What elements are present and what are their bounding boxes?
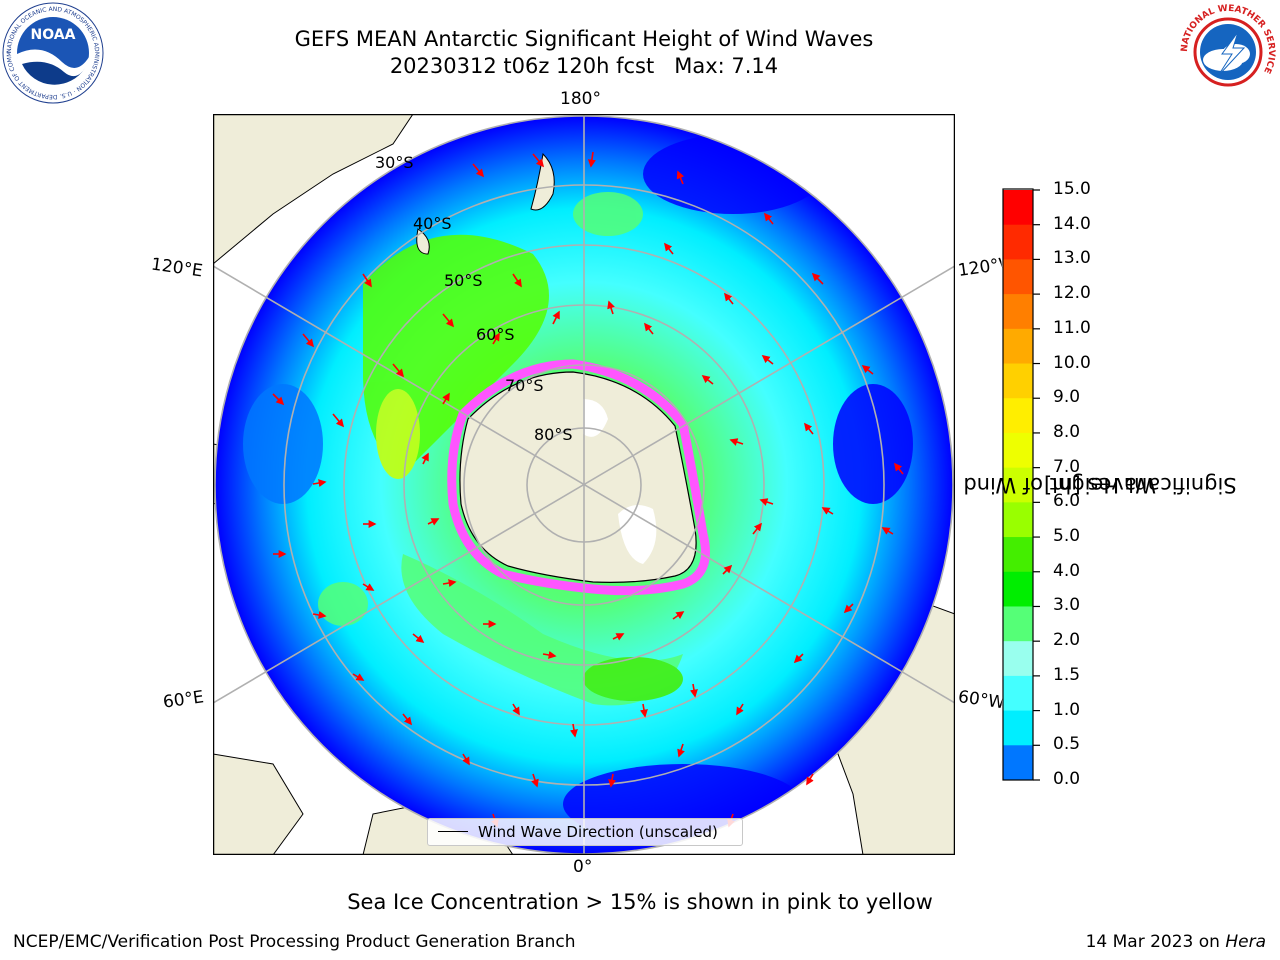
colorbar-band: [1003, 363, 1033, 399]
colorbar-band: [1003, 398, 1033, 434]
colorbar-tick-label: 13.0: [1053, 248, 1091, 269]
legend-line-swatch: [438, 831, 468, 832]
tasmania: [416, 228, 430, 255]
colorbar-band: [1003, 467, 1033, 503]
colorbar-tick-label: 8.0: [1053, 421, 1081, 442]
title-line-2: 20230312 t06z 120h fcst Max: 7.14: [389, 54, 779, 78]
colorbar-band: [1003, 224, 1033, 260]
colorbar-band: [1003, 190, 1033, 226]
colorbar-band: [1003, 571, 1033, 607]
lat-label-70s: 70°S: [505, 376, 544, 395]
noaa-logo-text: NOAA: [31, 27, 76, 43]
colorbar-tick-label: 7.0: [1053, 456, 1081, 477]
credit-date: 14 Mar 2023 on: [1085, 932, 1226, 952]
colorbar-tick-label: 3.0: [1053, 595, 1081, 616]
sea-ice-edge: [447, 359, 710, 596]
lat-label-30s: 30°S: [375, 153, 414, 172]
colorbar-band: [1003, 606, 1033, 642]
colorbar-band: [1003, 745, 1033, 781]
lon-label-120e: 120°E: [149, 254, 204, 282]
new-zealand: [530, 152, 555, 211]
colorbar-tick-label: 15.0: [1053, 179, 1091, 199]
lat-label-60s: 60°S: [476, 325, 515, 344]
colorbar-band: [1003, 710, 1033, 746]
colorbar-band: [1003, 641, 1033, 677]
colorbar-tick-label: 10.0: [1053, 352, 1091, 373]
ice-shelf-ross: [583, 399, 608, 437]
colorbar-band: [1003, 328, 1033, 365]
nws-logo: NATIONAL WEATHER SERVICE: [1180, 4, 1276, 100]
lon-label-120w: 120°W: [956, 255, 1004, 281]
credit-machine: Hera: [1225, 932, 1266, 952]
colorbar-tick-label: 14.0: [1053, 213, 1091, 234]
lon-label-60e: 60°E: [161, 687, 206, 713]
colorbar-band: [1003, 259, 1033, 295]
lon-label-180: 180°: [560, 89, 601, 109]
colorbar-band: [1003, 675, 1033, 712]
colorbar-band: [1003, 537, 1033, 573]
colorbar-tick-label: 1.0: [1053, 699, 1081, 720]
sea-ice-note: Sea Ice Concentration > 15% is shown in …: [347, 890, 933, 914]
legend-label: Wind Wave Direction (unscaled): [478, 823, 718, 841]
colorbar-tick-label: 2.0: [1053, 630, 1081, 651]
lon-label-0: 0°: [573, 857, 593, 877]
credit-left: NCEP/EMC/Verification Post Processing Pr…: [13, 932, 576, 952]
colorbar-title-line-2: Waves [m]: [1043, 473, 1157, 497]
wave-direction-arrows: [272, 151, 904, 828]
chart-title: GEFS MEAN Antarctic Significant Height o…: [0, 26, 1168, 80]
colorbar-tick-label: 12.0: [1053, 283, 1091, 304]
ice-shelf-weddell: [618, 505, 657, 564]
colorbar-tick-label: 6.0: [1053, 491, 1081, 512]
map-frame: [213, 114, 955, 855]
colorbar-tick-label: 5.0: [1053, 526, 1081, 547]
lat-label-40s: 40°S: [413, 214, 452, 233]
map-panel: [213, 114, 955, 855]
credit-right: 14 Mar 2023 on Hera: [1086, 932, 1266, 952]
lon-label-60w: 60°W: [956, 687, 1004, 713]
colorbar-tick-label: 1.5: [1053, 664, 1081, 685]
title-line-1: GEFS MEAN Antarctic Significant Height o…: [294, 27, 874, 51]
noaa-logo: NOAA NATIONAL OCEANIC AND ATMOSPHERIC AD…: [2, 2, 104, 104]
lat-label-80s: 80°S: [534, 425, 573, 444]
colorbar-band: [1003, 432, 1033, 469]
map-legend: Wind Wave Direction (unscaled): [427, 818, 743, 846]
colorbar-tick-label: 4.0: [1053, 560, 1081, 581]
colorbar-tick-label: 11.0: [1053, 317, 1091, 338]
colorbar-tick-label: 0.0: [1053, 769, 1081, 789]
colorbar-tick-label: 9.0: [1053, 387, 1081, 408]
colorbar: [1002, 188, 1040, 781]
colorbar-band: [1003, 502, 1033, 538]
colorbar-band: [1003, 294, 1033, 330]
lat-label-50s: 50°S: [444, 271, 483, 290]
colorbar-tick-label: 0.5: [1053, 734, 1081, 755]
